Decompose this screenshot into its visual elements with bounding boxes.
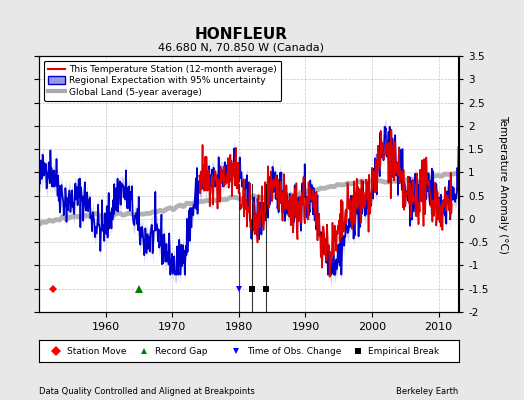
Y-axis label: Temperature Anomaly (°C): Temperature Anomaly (°C) xyxy=(498,114,508,254)
Text: Station Move: Station Move xyxy=(67,346,126,356)
Text: HONFLEUR: HONFLEUR xyxy=(194,27,288,42)
Text: Record Gap: Record Gap xyxy=(155,346,207,356)
Text: Empirical Break: Empirical Break xyxy=(368,346,440,356)
Text: Berkeley Earth: Berkeley Earth xyxy=(396,387,458,396)
Text: Time of Obs. Change: Time of Obs. Change xyxy=(247,346,341,356)
Text: 46.680 N, 70.850 W (Canada): 46.680 N, 70.850 W (Canada) xyxy=(158,43,324,53)
Text: Data Quality Controlled and Aligned at Breakpoints: Data Quality Controlled and Aligned at B… xyxy=(39,387,255,396)
Legend: This Temperature Station (12-month average), Regional Expectation with 95% uncer: This Temperature Station (12-month avera… xyxy=(44,60,281,101)
